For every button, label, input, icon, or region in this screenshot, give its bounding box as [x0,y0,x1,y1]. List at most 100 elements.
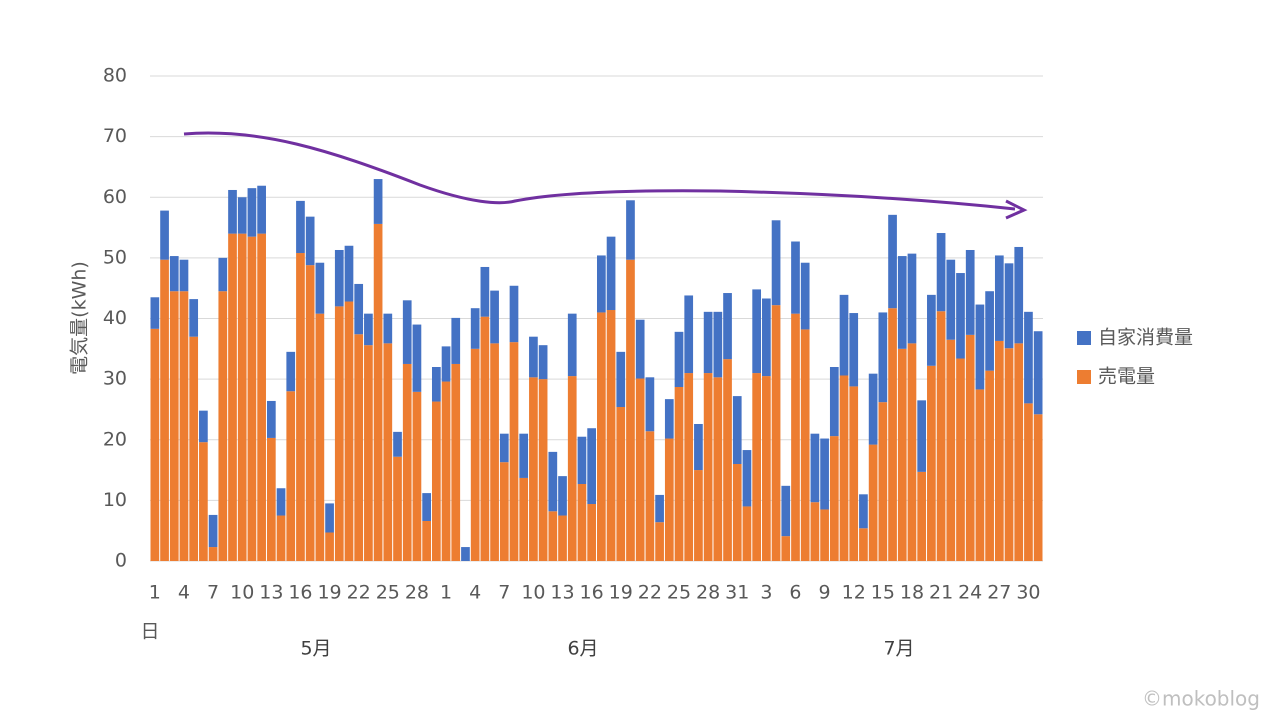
bar-segment [936,233,946,312]
bar-segment [490,290,499,344]
bar-segment [684,373,694,561]
x-tick-label: 22 [347,582,371,604]
bar-segment [480,266,490,317]
bar-segment [247,188,257,237]
bar-segment [509,342,519,561]
bar-segment [839,375,849,561]
bar-segment [402,363,412,561]
bar-segment [771,305,781,561]
bar-segment [1014,246,1024,344]
y-tick-label: 20 [103,428,127,450]
bar-segment [412,324,422,392]
bar-segment [742,450,752,507]
bar-segment [985,291,994,371]
bar-segment [257,185,266,234]
bar-segment [344,301,354,561]
bar-segment [567,376,577,561]
legend-swatch [1077,331,1091,345]
bar-segment [286,391,296,561]
bar-segment [742,506,752,561]
bar-segment [703,373,713,561]
bar-segment [674,331,684,388]
bar-segment [859,494,868,529]
bar-segment [975,389,985,561]
x-tick-label: 18 [900,582,924,604]
bar-segment [946,339,956,561]
bar-segment [208,547,218,561]
x-tick-label: 10 [521,582,545,604]
bar-segment [334,306,344,561]
bar-segment [373,179,383,224]
bar-segment [946,259,956,340]
bar-segment [626,259,635,561]
trend-arrow-head [1005,199,1028,220]
bar-segment [577,436,587,485]
bar-segment [519,433,529,478]
bar-segment [519,477,529,561]
bar-segment [160,210,169,260]
bar-segment [373,223,383,562]
bar-segment [897,348,907,561]
bar-segment [655,522,664,561]
x-tick-label: 21 [929,582,953,604]
legend-swatch [1077,370,1091,384]
bar-segment [907,343,917,561]
bar-segment [393,431,402,457]
x-tick-label: 13 [259,582,283,604]
bar-segment [762,298,771,377]
bar-segment [344,245,354,302]
bar-segment [1014,343,1024,561]
bar-segment [723,359,732,561]
bar-segment [364,345,373,561]
bar-segment [509,285,519,343]
bar-segment [412,391,422,561]
bar-segment [383,343,393,561]
bar-segment [208,514,218,548]
bar-segment [228,233,237,561]
bar-segment [587,504,596,561]
x-tick-label: 15 [871,582,895,604]
bar-segment [266,400,276,438]
y-axis-label: 電気量(kWh) [69,261,91,375]
bar-segment [800,262,810,330]
bar-segment [189,336,199,561]
bar-segment [791,313,800,561]
legend-label: 自家消費量 [1098,327,1193,349]
x-tick-label: 16 [580,582,604,604]
bar-segment [461,547,470,561]
bar-segment [276,488,286,516]
bar-segment [451,317,461,364]
bar-segment [752,289,762,374]
bar-segment [645,431,655,561]
bar-segment [189,299,199,337]
bar-segment [713,311,723,378]
bar-segment [965,249,975,335]
bar-segment [994,340,1004,561]
bar-segment [703,311,713,374]
bar-segment [781,536,791,561]
bar-segment [237,233,247,561]
bar-segment [694,470,703,561]
x-tick-label: 28 [696,582,720,604]
bar-segment [635,319,645,379]
bar-segment [305,265,315,561]
bar-segment [169,291,179,561]
bar-segment [334,249,344,307]
y-tick-label: 0 [115,550,127,572]
bar-segment [383,313,393,344]
bar-segment [606,236,616,311]
bar-segment [325,503,334,533]
bar-segment [422,520,431,561]
y-tick-label: 50 [103,246,127,268]
bar-segment [150,297,160,329]
trend-arrow [183,131,1016,211]
bar-segment [160,259,169,561]
bar-segment [888,214,897,309]
x-tick-label: 31 [725,582,749,604]
bar-segment [218,291,228,561]
x-tick-label: 4 [178,582,190,604]
bar-segment [558,515,567,561]
x-tick-label: 13 [550,582,574,604]
x-tick-label: 7 [498,582,510,604]
bar-segment [781,485,791,537]
